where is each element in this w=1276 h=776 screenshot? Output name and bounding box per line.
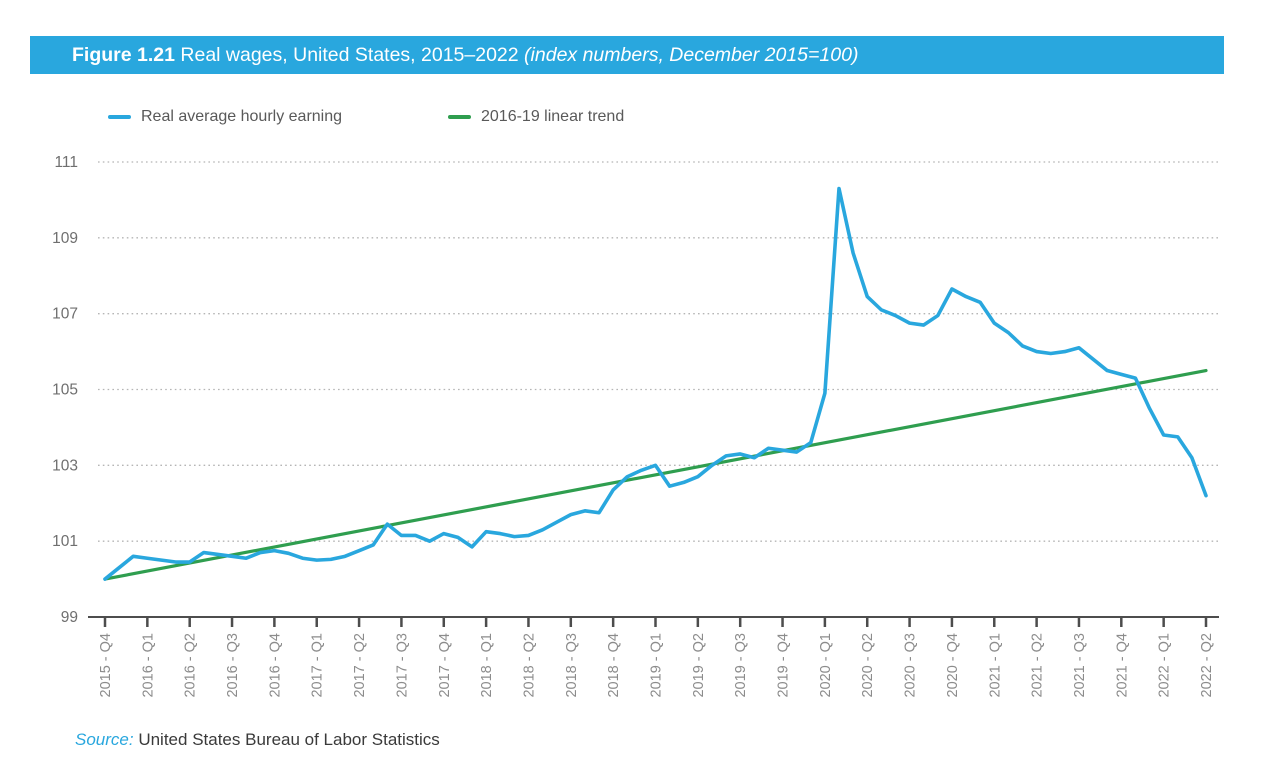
figure-number: Figure 1.21 xyxy=(72,44,175,66)
figure-subtitle: (index numbers, December 2015=100) xyxy=(524,44,859,66)
y-tick-label: 99 xyxy=(61,609,78,626)
legend: Real average hourly earning 2016-19 line… xyxy=(0,106,1276,128)
y-tick-label: 107 xyxy=(52,306,78,323)
x-tick-label: 2017 - Q3 xyxy=(394,633,410,698)
legend-swatch-earnings-icon xyxy=(108,115,131,119)
y-tick-label: 109 xyxy=(52,230,78,247)
x-tick-label: 2019 - Q4 xyxy=(776,633,792,698)
x-tick-label: 2018 - Q4 xyxy=(606,633,622,698)
x-tick-label: 2017 - Q4 xyxy=(437,633,453,698)
figure-title: Real wages, United States, 2015–2022 xyxy=(180,44,519,66)
x-tick-label: 2022 - Q2 xyxy=(1199,633,1215,698)
x-tick-label: 2016 - Q3 xyxy=(225,633,241,698)
legend-swatch-trend-icon xyxy=(448,115,471,119)
source-line: Source: United States Bureau of Labor St… xyxy=(75,730,440,750)
x-tick-label: 2019 - Q3 xyxy=(733,633,749,698)
legend-item-earnings: Real average hourly earning xyxy=(108,106,342,128)
y-tick-label: 111 xyxy=(54,154,78,171)
x-tick-label: 2018 - Q1 xyxy=(479,633,495,698)
x-tick-label: 2020 - Q3 xyxy=(903,633,919,698)
x-tick-label: 2020 - Q2 xyxy=(860,633,876,698)
x-tick-label: 2021 - Q2 xyxy=(1030,633,1046,698)
x-tick-label: 2022 - Q1 xyxy=(1157,633,1173,698)
series-line-trend xyxy=(103,368,1208,581)
x-tick-label: 2016 - Q2 xyxy=(183,633,199,698)
figure-title-bar: Figure 1.21 Real wages, United States, 2… xyxy=(30,36,1224,74)
x-tick-label: 2020 - Q4 xyxy=(945,633,961,698)
y-tick-label: 103 xyxy=(52,457,78,474)
x-tick-label: 2019 - Q1 xyxy=(649,633,665,698)
series-line-earnings xyxy=(103,186,1208,581)
legend-item-trend: 2016-19 linear trend xyxy=(448,106,624,128)
x-tick-label: 2018 - Q2 xyxy=(521,633,537,698)
x-tick-label: 2019 - Q2 xyxy=(691,633,707,698)
x-tick-label: 2021 - Q1 xyxy=(987,633,1003,698)
y-tick-label: 105 xyxy=(52,382,78,399)
x-tick-label: 2018 - Q3 xyxy=(564,633,580,698)
x-tick-label: 2021 - Q4 xyxy=(1114,633,1130,698)
x-tick-label: 2015 - Q4 xyxy=(98,633,114,698)
x-tick-label: 2021 - Q3 xyxy=(1072,633,1088,698)
x-tick-label: 2016 - Q4 xyxy=(267,633,283,698)
legend-label-earnings: Real average hourly earning xyxy=(141,108,343,125)
x-tick-label: 2017 - Q1 xyxy=(310,633,326,698)
source-text: United States Bureau of Labor Statistics xyxy=(138,730,440,749)
legend-label-trend: 2016-19 linear trend xyxy=(481,108,625,125)
y-tick-label: 101 xyxy=(52,533,78,550)
x-tick-label: 2020 - Q1 xyxy=(818,633,834,698)
x-tick-label: 2017 - Q2 xyxy=(352,633,368,698)
source-prefix: Source: xyxy=(75,730,134,749)
x-tick-label: 2016 - Q1 xyxy=(140,633,156,698)
